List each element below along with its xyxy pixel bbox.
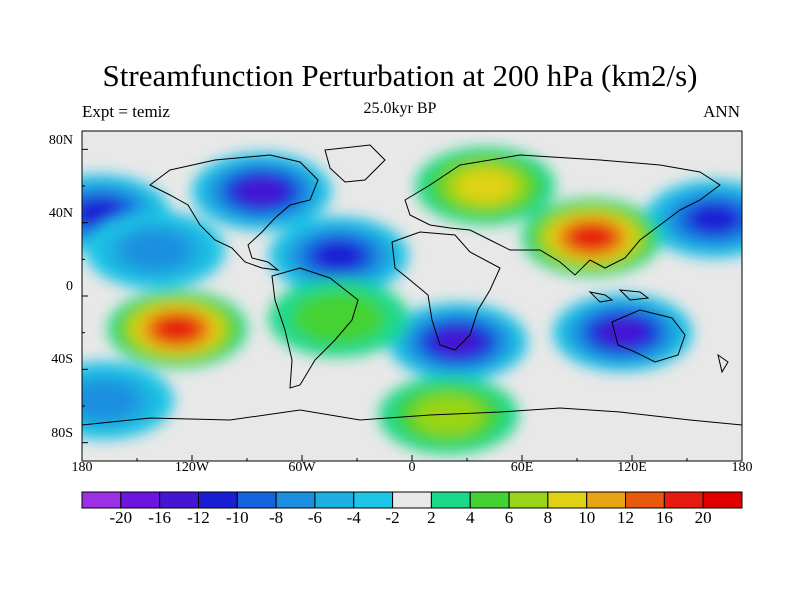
colorbar-label: 6 [504, 508, 514, 527]
colorbar-swatch [81, 491, 122, 509]
colorbar-label: 2 [427, 508, 436, 527]
time-label: 25.0kyr BP [363, 100, 437, 117]
colorbar-swatch [508, 491, 549, 509]
colorbar-swatch [430, 491, 471, 509]
contour-level-region [688, 204, 741, 234]
x-tick-label: 120W [174, 460, 210, 475]
experiment-label: Expt = temiz [82, 102, 170, 121]
x-tick-label: 180 [731, 460, 753, 475]
colorbar-swatch [275, 491, 316, 509]
contour-level-region [312, 240, 365, 271]
coastlines [82, 144, 742, 426]
chart-title: Streamfunction Perturbation at 200 hPa (… [102, 58, 698, 93]
colorbar-label: 4 [465, 508, 475, 527]
x-tick-label: 120E [617, 460, 647, 475]
colorbar-swatch [120, 491, 161, 509]
colorbar-label: 16 [655, 508, 673, 527]
y-tick-label: 40N [48, 206, 73, 221]
colorbar-swatch [469, 491, 510, 509]
contour-level-region [570, 225, 613, 250]
y-tick-label: 40S [51, 352, 73, 367]
colorbar-swatch [353, 491, 394, 509]
contour-level-region [238, 178, 285, 205]
colorbar-label: -8 [269, 508, 284, 527]
colorbar-swatch [625, 491, 665, 509]
contour-fields [82, 147, 742, 455]
colorbar-label: -12 [187, 508, 210, 527]
colorbar-swatch [663, 491, 704, 509]
contour-level-region [119, 230, 191, 271]
colorbar-label: 8 [543, 508, 553, 527]
colorbar-label: -2 [385, 508, 400, 527]
x-tick-label: 0 [408, 460, 416, 475]
y-tick-label: 80S [51, 426, 73, 441]
x-tick-label: 60E [510, 460, 534, 475]
colorbar-swatch [159, 491, 199, 509]
y-tick-label: 80N [48, 133, 73, 148]
colorbar-label: 12 [617, 508, 635, 527]
contour-level-region [156, 316, 199, 342]
contour-level-region [292, 292, 385, 344]
x-tick-label: 60W [288, 460, 316, 475]
axis-ticks [81, 148, 743, 461]
colorbar-label: -16 [148, 508, 171, 527]
x-tick-label: 180 [71, 460, 93, 475]
colorbar-swatch [314, 491, 355, 509]
contour-level-region [599, 319, 646, 346]
colorbar-swatch [197, 491, 238, 509]
colorbar-swatch [392, 491, 432, 509]
colorbar-label: -6 [307, 508, 323, 527]
colorbar-swatch [702, 491, 743, 509]
y-tick-label: 0 [66, 279, 73, 294]
colorbar-swatch [586, 491, 627, 509]
colorbar-swatch [236, 491, 277, 509]
colorbar-swatch [547, 491, 588, 509]
colorbar-label: 20 [694, 508, 712, 527]
colorbar-label: -20 [109, 508, 133, 527]
colorbar-label: -10 [225, 508, 249, 527]
contour-level-region [82, 380, 140, 421]
contour-level-region [413, 395, 485, 436]
season-label: ANN [703, 102, 740, 121]
colorbar-label: -4 [346, 508, 361, 527]
contour-level-region [455, 169, 515, 203]
colorbar-label: 10 [578, 508, 596, 527]
